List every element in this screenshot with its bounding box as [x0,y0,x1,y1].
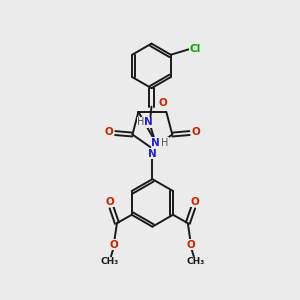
Text: O: O [158,98,167,108]
Text: H: H [161,138,168,148]
Text: O: O [106,197,115,207]
Text: O: O [105,128,114,137]
Text: O: O [190,197,199,207]
Text: N: N [148,149,157,159]
Text: N: N [151,138,160,148]
Text: CH₃: CH₃ [100,257,118,266]
Text: O: O [110,239,118,250]
Text: H: H [137,117,145,128]
Text: O: O [186,239,195,250]
Text: N: N [144,117,153,128]
Text: Cl: Cl [190,44,201,54]
Text: O: O [191,128,200,137]
Text: CH₃: CH₃ [186,257,204,266]
